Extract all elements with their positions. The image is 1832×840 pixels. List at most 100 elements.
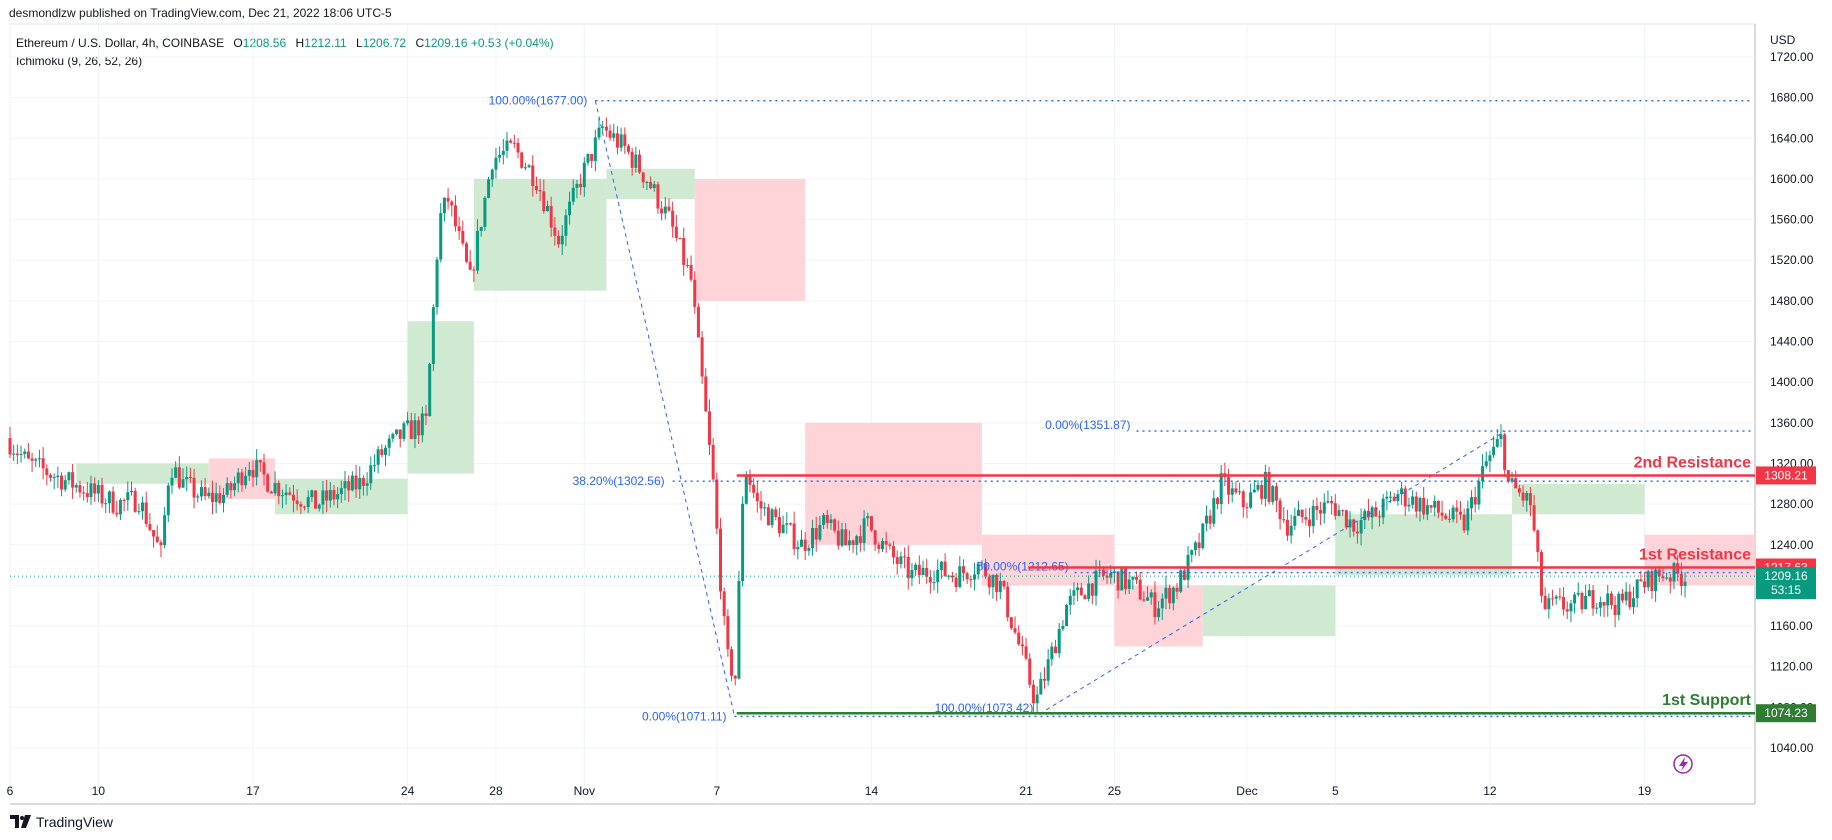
candle xyxy=(457,216,461,240)
candle-body xyxy=(892,546,896,558)
candle xyxy=(1536,529,1540,562)
candle-body xyxy=(82,492,86,494)
candle-body xyxy=(1455,507,1459,512)
legend-open: 1208.56 xyxy=(242,36,287,50)
candle-body xyxy=(928,576,932,583)
candle xyxy=(674,214,678,242)
candle-body xyxy=(1146,597,1150,601)
candle xyxy=(1098,560,1102,578)
cloud-segment-bullish xyxy=(407,321,474,474)
lightning-icon[interactable] xyxy=(1673,754,1693,774)
candle xyxy=(1532,494,1536,533)
candle xyxy=(792,511,796,556)
candle xyxy=(788,522,792,526)
candle xyxy=(1661,566,1665,582)
candle xyxy=(126,481,130,511)
candle xyxy=(417,416,421,444)
candle-body xyxy=(998,580,1002,593)
candle-body xyxy=(468,261,472,270)
candle xyxy=(122,498,126,512)
candle-body xyxy=(199,487,203,497)
candle xyxy=(1584,584,1588,610)
published-line: desmondlzw published on TradingView.com,… xyxy=(9,6,392,20)
x-tick-label: 12 xyxy=(1483,784,1497,798)
candle-body xyxy=(752,484,756,493)
candle-body xyxy=(501,150,505,155)
candle-body xyxy=(505,140,509,151)
candle-body xyxy=(612,133,616,138)
candle-body xyxy=(807,548,811,551)
candle xyxy=(1216,496,1220,510)
candle xyxy=(906,545,910,590)
candle-body xyxy=(1157,608,1161,618)
candle-body xyxy=(877,544,881,549)
candle-body xyxy=(1344,510,1348,528)
candle-body xyxy=(980,563,984,565)
candle-body xyxy=(1411,496,1415,505)
candle-body xyxy=(93,483,97,494)
candle-body xyxy=(1234,488,1238,493)
candle-body xyxy=(104,503,108,505)
candle-body xyxy=(1219,473,1223,505)
candle xyxy=(291,484,295,513)
candle xyxy=(1668,574,1672,594)
candle-body xyxy=(1138,579,1142,600)
candle xyxy=(185,466,189,492)
candle xyxy=(1370,505,1374,530)
legend-symbol[interactable]: Ethereum / U.S. Dollar, 4h, COINBASE xyxy=(16,36,225,50)
candle xyxy=(950,571,954,583)
lightning-icon-bolt xyxy=(1679,757,1688,771)
candle-body xyxy=(1562,597,1566,610)
candle-body xyxy=(1090,583,1094,596)
candle-body xyxy=(1020,644,1024,647)
candle-body xyxy=(741,503,745,582)
candle-body xyxy=(557,235,561,245)
candle xyxy=(1065,603,1069,627)
candle xyxy=(1282,507,1286,524)
candle xyxy=(177,456,181,490)
candle xyxy=(1381,494,1385,525)
legend-high: 1212.11 xyxy=(304,36,347,50)
countdown-text: 53:15 xyxy=(1771,583,1801,597)
candle-body xyxy=(1466,508,1470,531)
candle xyxy=(1392,492,1396,502)
candle-body xyxy=(137,511,141,513)
candle xyxy=(1341,509,1345,516)
candle-body xyxy=(1429,505,1433,508)
candle xyxy=(1573,591,1577,614)
candle-body xyxy=(895,557,899,564)
candle-body xyxy=(1374,507,1378,517)
candle xyxy=(855,534,859,556)
candle xyxy=(306,490,310,513)
candle xyxy=(365,472,369,496)
candle-body xyxy=(1076,587,1080,591)
candle-body xyxy=(464,243,468,262)
candle xyxy=(1517,485,1521,497)
candle xyxy=(251,460,255,488)
candle-body xyxy=(884,540,888,545)
candle-body xyxy=(649,181,653,189)
candle-body xyxy=(1517,488,1521,493)
candle xyxy=(1422,486,1426,520)
candle-body xyxy=(1168,587,1172,604)
candle-body xyxy=(1013,628,1017,633)
candle xyxy=(369,456,373,490)
candle xyxy=(545,200,549,212)
candle-body xyxy=(163,515,167,546)
candle-body xyxy=(1289,525,1293,536)
candle xyxy=(41,447,45,480)
candle xyxy=(1020,636,1024,656)
candle-body xyxy=(711,444,715,480)
candle-body xyxy=(431,307,435,364)
candle-body xyxy=(12,453,16,455)
candle-body xyxy=(520,152,524,168)
candle-body xyxy=(1668,577,1672,582)
cloud-segment-bearish xyxy=(694,178,806,301)
candle xyxy=(726,609,730,657)
candle-body xyxy=(630,151,634,168)
candle-body xyxy=(744,474,748,504)
candle xyxy=(1451,505,1455,523)
candle xyxy=(144,491,148,527)
fib-level-label: 100.00%(1677.00) xyxy=(489,94,588,108)
